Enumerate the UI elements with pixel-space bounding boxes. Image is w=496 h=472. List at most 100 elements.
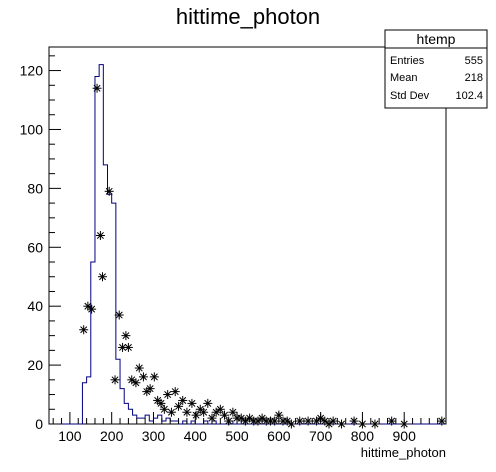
marker-stroke bbox=[128, 376, 136, 384]
stats-box-frame bbox=[384, 29, 488, 109]
data-point-marker bbox=[170, 387, 180, 397]
marker-stroke bbox=[167, 408, 175, 416]
marker-stroke bbox=[160, 405, 168, 413]
marker-stroke bbox=[96, 231, 104, 240]
marker-stroke bbox=[371, 420, 379, 428]
marker-stroke bbox=[229, 408, 237, 416]
marker-stroke bbox=[246, 414, 254, 422]
x-tick-label: 800 bbox=[351, 428, 375, 444]
data-point-marker bbox=[199, 407, 209, 417]
data-point-marker bbox=[138, 372, 148, 382]
marker-stroke bbox=[175, 402, 183, 410]
x-axis-label: hittime_photon bbox=[361, 445, 446, 460]
marker-stroke bbox=[146, 385, 154, 393]
data-point-marker bbox=[97, 272, 107, 282]
y-tick-label: 20 bbox=[27, 357, 43, 373]
data-point-marker bbox=[187, 398, 197, 408]
marker-stroke bbox=[111, 376, 119, 384]
data-point-marker bbox=[134, 363, 144, 373]
stats-mean-value: 218 bbox=[465, 72, 483, 84]
marker-stroke bbox=[164, 391, 172, 399]
data-point-marker bbox=[92, 83, 102, 93]
marker-stroke bbox=[312, 417, 320, 425]
x-tick-label: 700 bbox=[309, 428, 333, 444]
marker-stroke bbox=[237, 414, 245, 422]
marker-stroke bbox=[188, 399, 196, 407]
data-point-marker bbox=[311, 416, 321, 426]
marker-stroke bbox=[204, 399, 212, 407]
data-point-marker bbox=[215, 404, 225, 414]
data-point-marker bbox=[437, 416, 447, 426]
data-point-marker bbox=[220, 410, 230, 420]
data-point-marker bbox=[286, 419, 296, 429]
marker-stroke bbox=[80, 326, 88, 334]
x-tick-label: 600 bbox=[267, 428, 291, 444]
data-point-marker bbox=[166, 407, 176, 417]
data-point-marker bbox=[118, 342, 128, 352]
data-point-marker bbox=[295, 416, 305, 426]
marker-stroke bbox=[124, 343, 132, 351]
marker-stroke bbox=[115, 311, 123, 319]
data-point-marker bbox=[191, 410, 201, 420]
data-point-marker bbox=[178, 395, 188, 405]
marker-stroke bbox=[132, 379, 140, 387]
marker-stroke bbox=[84, 302, 92, 310]
marker-stroke bbox=[105, 187, 113, 195]
histogram-step-line bbox=[49, 64, 446, 425]
data-point-marker bbox=[121, 331, 131, 341]
marker-stroke bbox=[139, 373, 147, 381]
data-point-marker bbox=[87, 304, 97, 314]
marker-stroke bbox=[388, 417, 396, 425]
stats-box-title: htemp bbox=[417, 31, 456, 47]
data-point-marker bbox=[370, 419, 380, 429]
data-point-marker bbox=[145, 384, 155, 394]
x-tick-label: 400 bbox=[184, 428, 208, 444]
marker-stroke bbox=[150, 373, 158, 381]
marker-stroke bbox=[98, 273, 106, 281]
histogram-steps bbox=[49, 64, 446, 425]
data-point-marker bbox=[228, 407, 238, 417]
data-point-marker bbox=[159, 404, 169, 414]
marker-stroke bbox=[438, 417, 446, 425]
data-point-marker bbox=[163, 390, 173, 400]
x-tick-label: 200 bbox=[100, 428, 124, 444]
data-point-marker bbox=[114, 310, 124, 320]
data-point-marker bbox=[95, 231, 105, 240]
data-point-marker bbox=[110, 375, 120, 385]
marker-stroke bbox=[216, 405, 224, 413]
marker-stroke bbox=[157, 399, 165, 407]
marker-stroke bbox=[221, 411, 229, 419]
data-point-marker bbox=[203, 398, 213, 408]
y-tick-label: 0 bbox=[35, 416, 43, 432]
data-point-marker bbox=[131, 378, 141, 388]
marker-stroke bbox=[119, 343, 127, 351]
data-point-marker bbox=[253, 416, 263, 426]
data-point-marker bbox=[149, 372, 159, 382]
stats-entries-label: Entries bbox=[390, 55, 425, 67]
x-tick-label: 500 bbox=[225, 428, 249, 444]
data-point-marker bbox=[328, 416, 338, 426]
data-point-marker bbox=[337, 419, 347, 429]
data-point-marker bbox=[182, 407, 192, 417]
stats-entries-value: 555 bbox=[465, 55, 483, 67]
y-tick-label: 80 bbox=[27, 180, 43, 196]
marker-stroke bbox=[192, 411, 200, 419]
data-markers bbox=[79, 83, 447, 429]
marker-stroke bbox=[171, 388, 179, 396]
marker-stroke bbox=[212, 408, 220, 416]
stats-box: htemp Entries 555 Mean 218 Std Dev 102.4 bbox=[384, 29, 488, 109]
marker-stroke bbox=[329, 417, 337, 425]
y-tick-label: 100 bbox=[20, 121, 44, 137]
stats-stddev-label: Std Dev bbox=[390, 90, 430, 102]
data-point-marker bbox=[83, 301, 93, 311]
x-tick-label: 300 bbox=[142, 428, 166, 444]
data-point-marker bbox=[270, 416, 280, 426]
data-point-marker bbox=[123, 342, 133, 352]
marker-stroke bbox=[93, 84, 101, 92]
stats-mean-label: Mean bbox=[390, 72, 418, 84]
x-tick-label: 900 bbox=[393, 428, 417, 444]
y-tick-label: 120 bbox=[20, 63, 44, 79]
marker-stroke bbox=[271, 417, 279, 425]
marker-stroke bbox=[287, 420, 295, 428]
